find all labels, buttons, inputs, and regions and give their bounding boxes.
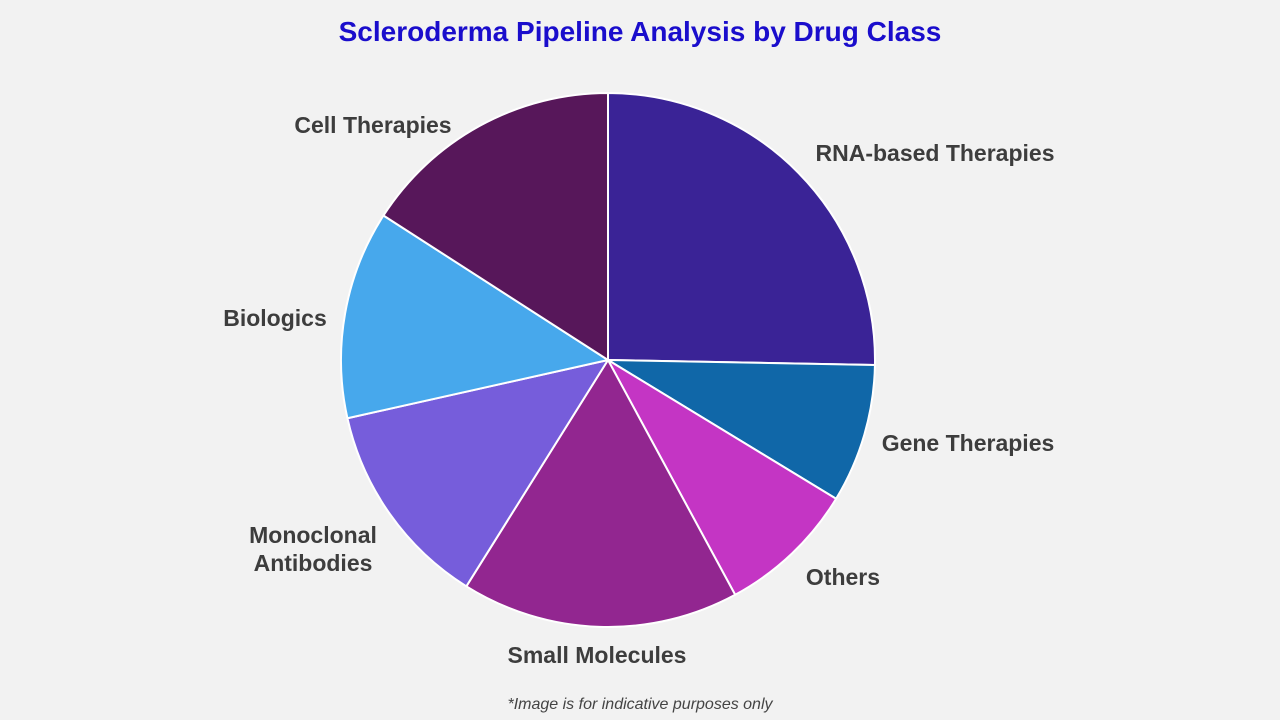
slice-label-monoclonal-antibodies: Monoclonal Antibodies	[249, 522, 377, 576]
slice-label-gene-therapies: Gene Therapies	[882, 430, 1055, 456]
slice-label-others: Others	[806, 564, 880, 590]
pie-slice-gene-therapies	[607, 359, 876, 500]
pie-labels: RNA-based Therapies Gene Therapies Others S…	[223, 112, 1054, 668]
pie-slice-rna-based-therapies	[607, 92, 876, 367]
chart-footnote: *Image is for indicative purposes only	[507, 696, 773, 713]
slice-label-rna-based-therapies: RNA-based Therapies	[815, 140, 1054, 166]
chart-title: Scleroderma Pipeline Analysis by Drug Cl…	[338, 16, 942, 47]
pie-slices	[340, 92, 876, 628]
pie-slice-others	[607, 359, 838, 596]
pie-slice-monoclonal-antibodies	[346, 359, 609, 588]
pie-slice-biologics	[340, 214, 609, 420]
slice-label-biologics: Biologics	[223, 305, 327, 331]
pie-slice-small-molecules	[465, 359, 737, 628]
pie-slice-cell-therapies	[382, 92, 609, 361]
slice-label-cell-therapies: Cell Therapies	[294, 112, 451, 138]
slice-label-small-molecules: Small Molecules	[508, 642, 687, 668]
